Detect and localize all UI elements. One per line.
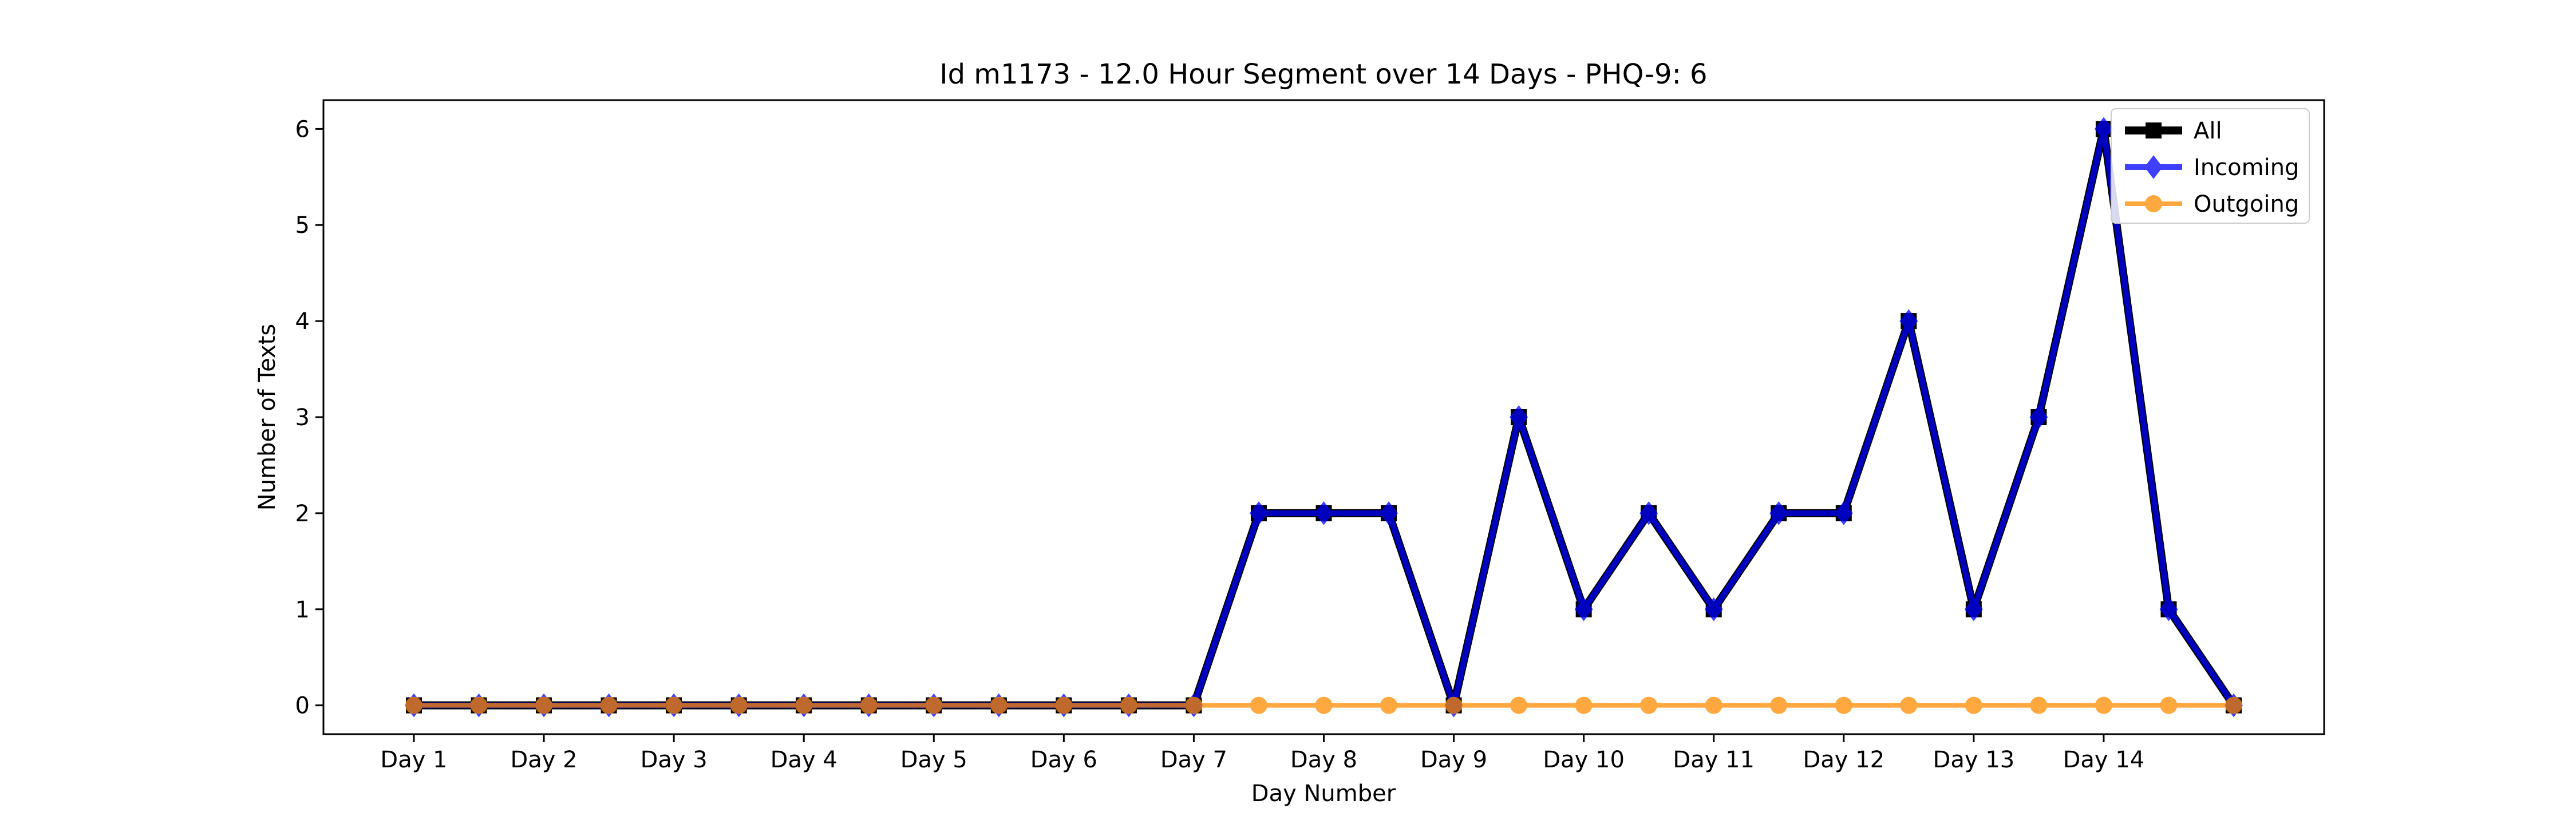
x-tick-label: Day 6	[1030, 747, 1097, 773]
legend-label: Outgoing	[2194, 191, 2299, 217]
y-axis: 0 1 2 3 4 5 6	[295, 116, 323, 719]
chart-title: Id m1173 - 12.0 Hour Segment over 14 Day…	[939, 58, 1707, 90]
y-tick-label: 0	[295, 693, 310, 719]
data-point-outgoing	[2160, 696, 2178, 714]
data-point-incoming	[1704, 597, 1723, 621]
data-point-incoming	[1769, 501, 1788, 525]
data-point-incoming	[1574, 597, 1593, 621]
data-point-incoming	[1834, 501, 1853, 525]
legend-label: Incoming	[2194, 154, 2299, 181]
x-tick-label: Day 14	[2063, 747, 2145, 773]
y-axis-label: Number of Texts	[254, 324, 280, 510]
data-point-outgoing	[2030, 696, 2048, 714]
legend-swatch-marker	[2145, 195, 2162, 212]
x-axis: Day 1 Day 2 Day 3 Day 4 Day 5 Day 6 Day 7 Day 8…	[380, 734, 2144, 773]
x-tick-label: Day 2	[510, 747, 577, 773]
data-point-outgoing	[470, 696, 488, 714]
data-point-outgoing	[1640, 696, 1658, 714]
data-point-incoming	[1899, 309, 1918, 333]
legend-swatch-marker	[2144, 155, 2163, 179]
x-tick-label: Day 5	[900, 747, 967, 773]
data-point-outgoing	[1575, 696, 1593, 714]
series-layer	[405, 117, 2243, 718]
x-tick-label: Day 1	[380, 747, 447, 773]
data-point-incoming	[1314, 501, 1333, 525]
data-point-outgoing	[1055, 696, 1073, 714]
legend-item-outgoing	[2125, 195, 2182, 212]
data-point-outgoing	[1380, 696, 1398, 714]
y-tick-label: 1	[295, 597, 310, 623]
x-tick-label: Day 4	[771, 747, 837, 773]
x-tick-label: Day 7	[1160, 747, 1227, 773]
data-point-outgoing	[1120, 696, 1137, 714]
data-point-outgoing	[405, 696, 422, 714]
data-point-outgoing	[1770, 696, 1788, 714]
data-point-outgoing	[925, 696, 943, 714]
y-tick-label: 3	[295, 405, 310, 431]
data-point-outgoing	[1510, 696, 1528, 714]
data-point-outgoing	[990, 696, 1008, 714]
x-tick-label: Day 11	[1673, 747, 1755, 773]
x-tick-label: Day 10	[1543, 747, 1625, 773]
series-outgoing	[405, 696, 2242, 714]
data-point-incoming	[1639, 501, 1658, 525]
x-tick-label: Day 3	[641, 747, 708, 773]
data-point-outgoing	[1835, 696, 1852, 714]
y-tick-label: 2	[295, 501, 310, 527]
data-point-outgoing	[730, 696, 748, 714]
data-point-outgoing	[1900, 696, 1918, 714]
legend-item-incoming	[2125, 155, 2182, 179]
data-point-outgoing	[2225, 696, 2242, 714]
legend-item-all	[2125, 122, 2182, 138]
data-point-outgoing	[665, 696, 683, 714]
legend-label: All	[2194, 118, 2222, 144]
x-tick-label: Day 13	[1933, 747, 2015, 773]
legend: All Incoming Outgoing	[2111, 108, 2310, 224]
legend-swatch-marker	[2146, 122, 2162, 138]
data-point-outgoing	[860, 696, 878, 714]
y-tick-label: 6	[295, 116, 310, 142]
data-point-outgoing	[1185, 696, 1203, 714]
data-point-incoming	[2029, 405, 2048, 429]
data-point-outgoing	[1965, 696, 1982, 714]
data-point-outgoing	[1315, 696, 1333, 714]
x-tick-label: Day 12	[1803, 747, 1884, 773]
data-point-outgoing	[600, 696, 618, 714]
data-point-incoming	[1380, 501, 1398, 525]
data-point-outgoing	[1250, 696, 1267, 714]
x-axis-label: Day Number	[1251, 781, 1396, 807]
data-point-outgoing	[1445, 696, 1463, 714]
y-tick-label: 5	[295, 212, 310, 239]
x-tick-label: Day 8	[1290, 747, 1357, 773]
data-point-outgoing	[795, 696, 813, 714]
data-point-incoming	[1510, 405, 1528, 429]
data-point-outgoing	[2095, 696, 2112, 714]
data-point-outgoing	[535, 696, 553, 714]
x-tick-label: Day 9	[1420, 747, 1487, 773]
data-point-incoming	[1964, 597, 1983, 621]
y-tick-label: 4	[295, 308, 310, 335]
data-point-incoming	[2159, 597, 2178, 621]
data-point-incoming	[1249, 501, 1268, 525]
data-point-outgoing	[1705, 696, 1722, 714]
data-point-incoming	[2094, 117, 2113, 141]
